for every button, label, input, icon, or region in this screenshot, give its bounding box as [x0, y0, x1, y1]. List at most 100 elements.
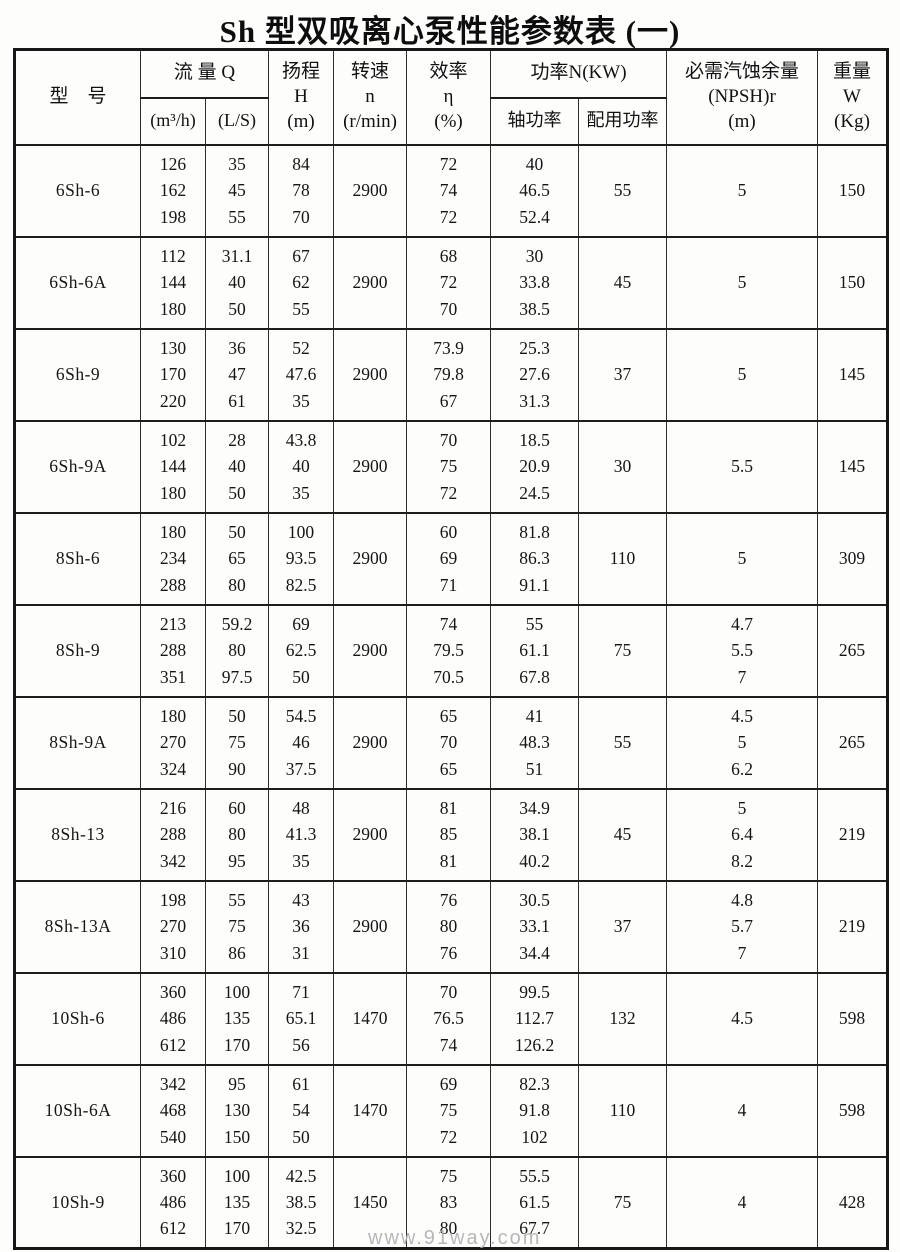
cell-efficiency: 65 70 65 — [406, 695, 492, 790]
table-row: 8Sh-9A 180 270 324 50 75 90 54.5 46 37.5 290… — [14, 695, 889, 790]
cell-q-ls: 31.1 40 50 — [204, 235, 270, 330]
cell-weight: 145 — [817, 419, 889, 514]
cell-efficiency: 74 79.5 70.5 — [406, 603, 492, 698]
page-title: Sh 型双吸离心泵性能参数表 (一) — [219, 14, 681, 49]
cell-rated-power: 45 — [578, 235, 668, 330]
cell-model: 10Sh-6A — [14, 1063, 141, 1158]
cell-rated-power: 110 — [578, 1063, 668, 1158]
cell-q-m3h: 112 144 180 — [140, 235, 206, 330]
cell-head: 42.5 38.5 32.5 — [268, 1155, 335, 1250]
cell-model: 10Sh-9 — [14, 1155, 141, 1250]
cell-speed: 2900 — [333, 143, 408, 238]
header-model: 型 号 — [14, 48, 141, 146]
cell-rated-power: 55 — [578, 143, 668, 238]
cell-efficiency: 68 72 70 — [406, 235, 492, 330]
cell-speed: 1470 — [333, 971, 408, 1066]
cell-weight: 150 — [817, 143, 889, 238]
header-head: 扬程 H (m) — [268, 48, 335, 146]
cell-npsh: 4 — [666, 1063, 819, 1158]
cell-q-m3h: 216 288 342 — [140, 787, 206, 882]
cell-head: 69 62.5 50 — [268, 603, 335, 698]
cell-rated-power: 45 — [578, 787, 668, 882]
cell-efficiency: 75 83 80 — [406, 1155, 492, 1250]
cell-q-ls: 100 135 170 — [204, 1155, 270, 1250]
header-speed: 转速 n (r/min) — [333, 48, 408, 146]
header-flow-m3h: (m³/h) — [140, 96, 206, 146]
cell-q-m3h: 126 162 198 — [140, 143, 206, 238]
header-rated-power: 配用功率 — [578, 96, 668, 146]
cell-efficiency: 69 75 72 — [406, 1063, 492, 1158]
cell-rated-power: 110 — [578, 511, 668, 606]
cell-head: 61 54 50 — [268, 1063, 335, 1158]
cell-rated-power: 30 — [578, 419, 668, 514]
cell-npsh: 5 — [666, 235, 819, 330]
cell-model: 6Sh-9A — [14, 419, 141, 514]
cell-q-m3h: 180 270 324 — [140, 695, 206, 790]
header-npsh: 必需汽蚀余量 (NPSH)r (m) — [666, 48, 819, 146]
table-row: 6Sh-9A 102 144 180 28 40 50 43.8 40 35 2900 7… — [14, 419, 889, 514]
cell-q-ls: 50 75 90 — [204, 695, 270, 790]
cell-weight: 219 — [817, 879, 889, 974]
cell-model: 6Sh-9 — [14, 327, 141, 422]
cell-q-m3h: 360 486 612 — [140, 971, 206, 1066]
cell-shaft-power: 40 46.5 52.4 — [490, 143, 580, 238]
cell-shaft-power: 82.3 91.8 102 — [490, 1063, 580, 1158]
cell-q-ls: 59.2 80 97.5 — [204, 603, 270, 698]
cell-q-m3h: 102 144 180 — [140, 419, 206, 514]
cell-q-ls: 100 135 170 — [204, 971, 270, 1066]
cell-speed: 2900 — [333, 603, 408, 698]
cell-rated-power: 37 — [578, 879, 668, 974]
table-row: 8Sh-6 180 234 288 50 65 80 100 93.5 82.5 290… — [14, 511, 889, 606]
cell-model: 10Sh-6 — [14, 971, 141, 1066]
watermark: www.91way.com — [368, 1227, 542, 1249]
cell-weight: 265 — [817, 603, 889, 698]
pump-performance-table: 型 号 流 量 Q 扬程 H (m) 转速 n (r/min) 效率 η (%)… — [13, 48, 890, 1250]
cell-q-m3h: 342 468 540 — [140, 1063, 206, 1158]
cell-weight: 145 — [817, 327, 889, 422]
cell-weight: 428 — [817, 1155, 889, 1250]
cell-model: 8Sh-6 — [14, 511, 141, 606]
cell-efficiency: 73.9 79.8 67 — [406, 327, 492, 422]
cell-npsh: 4 — [666, 1155, 819, 1250]
cell-model: 8Sh-13 — [14, 787, 141, 882]
cell-npsh: 4.8 5.7 7 — [666, 879, 819, 974]
cell-head: 100 93.5 82.5 — [268, 511, 335, 606]
cell-q-ls: 36 47 61 — [204, 327, 270, 422]
table-row: 8Sh-9 213 288 351 59.2 80 97.5 69 62.5 50 29… — [14, 603, 889, 698]
cell-npsh: 4.7 5.5 7 — [666, 603, 819, 698]
table-row: 8Sh-13 216 288 342 60 80 95 48 41.3 35 2900 8… — [14, 787, 889, 882]
cell-head: 43.8 40 35 — [268, 419, 335, 514]
cell-q-m3h: 180 234 288 — [140, 511, 206, 606]
cell-shaft-power: 30 33.8 38.5 — [490, 235, 580, 330]
table-row: 10Sh-6A 342 468 540 95 130 150 61 54 50 1470… — [14, 1063, 889, 1158]
cell-speed: 2900 — [333, 235, 408, 330]
cell-q-ls: 95 130 150 — [204, 1063, 270, 1158]
cell-rated-power: 75 — [578, 1155, 668, 1250]
cell-q-m3h: 130 170 220 — [140, 327, 206, 422]
cell-q-m3h: 198 270 310 — [140, 879, 206, 974]
header-weight: 重量 W (Kg) — [817, 48, 889, 146]
cell-shaft-power: 30.5 33.1 34.4 — [490, 879, 580, 974]
table-row: 6Sh-6A 112 144 180 31.1 40 50 67 62 55 2900 6… — [14, 235, 889, 330]
cell-head: 52 47.6 35 — [268, 327, 335, 422]
header-power-group: 功率N(KW) — [490, 48, 668, 99]
cell-efficiency: 81 85 81 — [406, 787, 492, 882]
table-row: 8Sh-13A 198 270 310 55 75 86 43 36 31 2900 76… — [14, 879, 889, 974]
cell-model: 8Sh-9A — [14, 695, 141, 790]
cell-rated-power: 55 — [578, 695, 668, 790]
cell-speed: 2900 — [333, 511, 408, 606]
cell-head: 67 62 55 — [268, 235, 335, 330]
header-flow-group: 流 量 Q — [139, 48, 270, 99]
cell-q-ls: 55 75 86 — [204, 879, 270, 974]
cell-model: 6Sh-6A — [14, 235, 141, 330]
table-row: 10Sh-6 360 486 612 100 135 170 71 65.1 56 14… — [14, 971, 889, 1066]
cell-npsh: 5 — [666, 327, 819, 422]
cell-weight: 598 — [817, 971, 889, 1066]
cell-shaft-power: 25.3 27.6 31.3 — [490, 327, 580, 422]
cell-shaft-power: 99.5 112.7 126.2 — [490, 971, 580, 1066]
header-flow-ls: (L/S) — [204, 96, 270, 146]
table-row: 6Sh-9 130 170 220 36 47 61 52 47.6 35 2900 73… — [14, 327, 889, 422]
cell-head: 48 41.3 35 — [268, 787, 335, 882]
cell-rated-power: 132 — [578, 971, 668, 1066]
